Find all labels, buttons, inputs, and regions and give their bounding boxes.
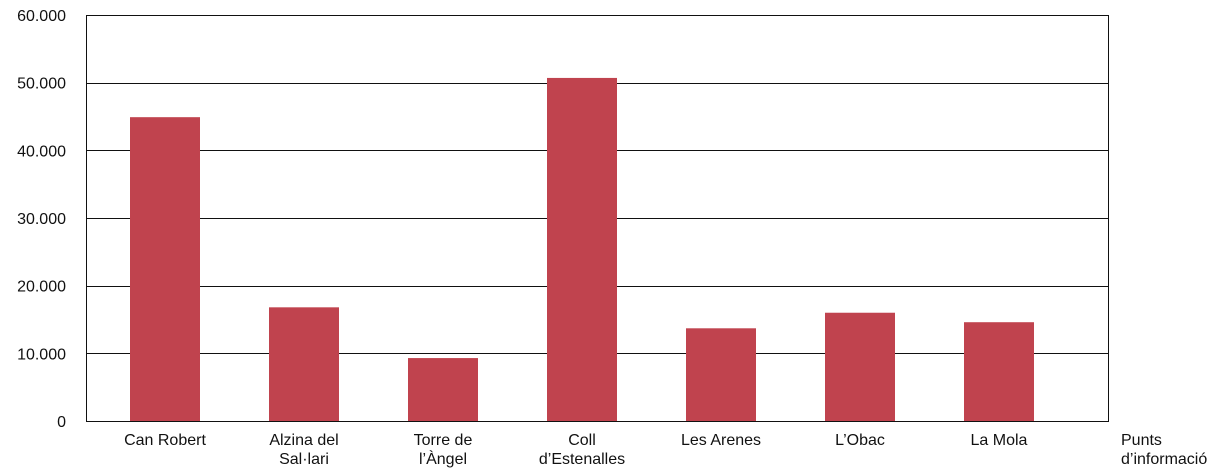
plot-border	[86, 15, 1109, 422]
x-axis-categories: Can Robert Alzina del Sal·lari Torre de l’Àn…	[124, 432, 1027, 468]
bar	[686, 328, 756, 421]
y-tick-label: 40.000	[17, 143, 66, 160]
bar	[408, 358, 478, 421]
x-category-label: Alzina del Sal·lari	[269, 432, 338, 468]
bar	[130, 117, 200, 421]
y-tick-label: 60.000	[17, 8, 66, 25]
x-category-label: Coll d’Estenalles	[539, 432, 625, 468]
x-category-label: L’Obac	[835, 432, 885, 449]
plot-frame	[86, 15, 1109, 422]
y-tick-label: 10.000	[17, 346, 66, 363]
y-tick-label: 0	[57, 414, 66, 431]
bar	[825, 312, 895, 421]
bar	[964, 322, 1034, 421]
y-tick-label: 20.000	[17, 279, 66, 296]
bar	[547, 77, 617, 422]
y-tick-label: 50.000	[17, 76, 66, 93]
x-axis-label: Punts d’informació	[1121, 432, 1207, 468]
x-category-label: Les Arenes	[681, 432, 761, 449]
x-category-label: Torre de l’Àngel	[414, 432, 473, 468]
bars	[130, 77, 1034, 422]
x-category-label: Can Robert	[124, 432, 206, 449]
x-category-label: La Mola	[971, 432, 1028, 449]
bar	[269, 307, 339, 421]
y-axis-ticks: 0 10.000 20.000 30.000 40.000 50.000 60.000	[17, 8, 66, 431]
y-tick-label: 30.000	[17, 211, 66, 228]
